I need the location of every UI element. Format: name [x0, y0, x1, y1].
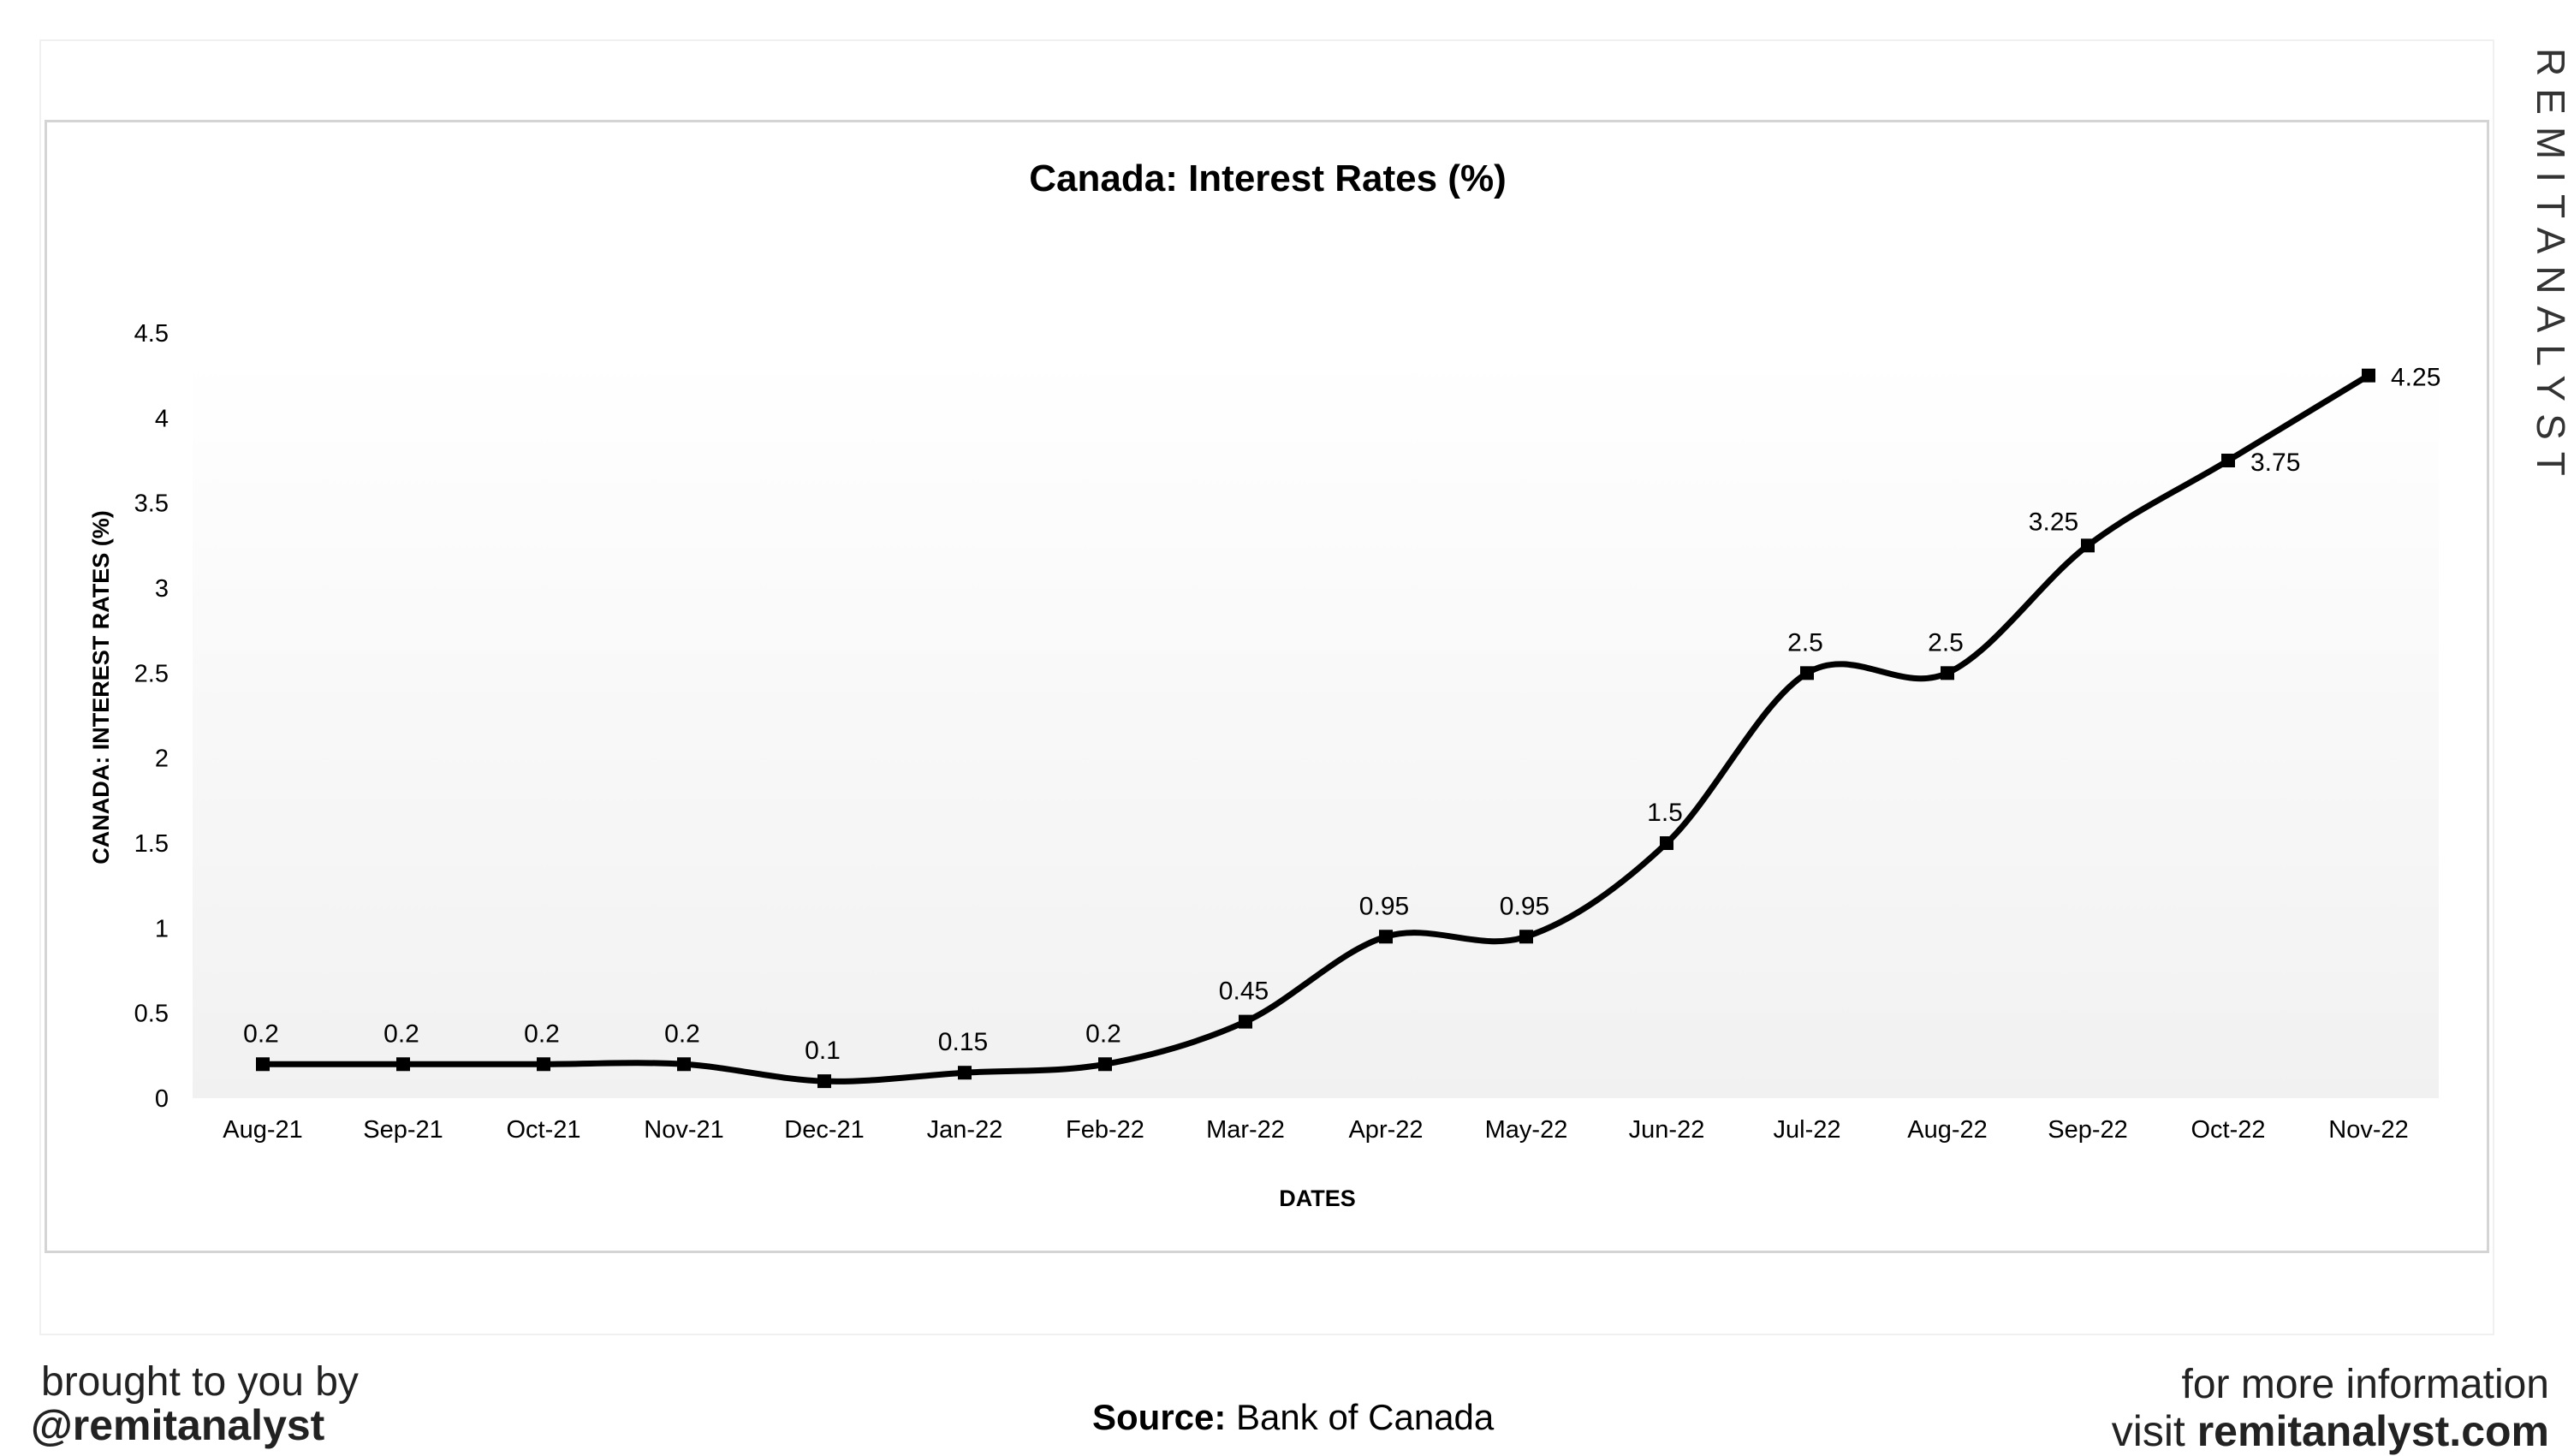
source-value: Bank of Canada [1236, 1397, 1495, 1437]
x-tick-label: May-22 [1485, 1116, 1568, 1144]
x-tick-label: Mar-22 [1206, 1116, 1285, 1144]
data-point [1379, 930, 1393, 944]
x-tick-label: Aug-22 [1907, 1116, 1988, 1144]
line-chart: Canada: Interest Rates (%) CANADA: INTER… [88, 157, 2440, 1211]
chart-frame: Canada: Interest Rates (%) CANADA: INTER… [45, 120, 2489, 1253]
visit-site-text: visit remitanalyst.com [2112, 1406, 2549, 1456]
data-label: 4.25 [2391, 364, 2440, 392]
data-point [256, 1057, 270, 1072]
data-markers [256, 368, 2375, 1089]
x-tick-label: Jan-22 [927, 1116, 1003, 1144]
data-label: 3.25 [2029, 508, 2078, 536]
y-tick-label: 4 [155, 405, 169, 432]
data-point [2221, 454, 2235, 467]
x-tick-label: Nov-21 [644, 1116, 724, 1144]
plot-area [193, 355, 2439, 1098]
y-tick-label: 4.5 [134, 320, 169, 348]
x-tick-label: Feb-22 [1066, 1116, 1144, 1144]
y-tick-label: 3.5 [134, 490, 169, 518]
x-tick-label: Aug-21 [223, 1116, 303, 1144]
x-axis-title: DATES [1279, 1186, 1356, 1211]
x-tick-label: Nov-22 [2328, 1116, 2409, 1144]
series-line [259, 372, 2372, 1085]
brand-wordmark-vertical: REMITANALYST [2529, 48, 2568, 488]
data-label: 0.2 [524, 1019, 560, 1048]
y-axis-title: CANADA: INTEREST RATES (%) [88, 510, 114, 865]
data-label: 0.95 [1359, 892, 1409, 920]
data-label: 0.1 [805, 1037, 841, 1065]
data-point [677, 1057, 691, 1072]
data-label: 3.75 [2250, 449, 2300, 477]
data-label: 0.15 [938, 1028, 988, 1056]
data-point [1941, 666, 1954, 680]
brand-wordmark-text: REMITANALYST [2529, 48, 2568, 488]
data-label: 0.2 [243, 1019, 279, 1048]
data-point [1098, 1057, 1112, 1072]
data-point [2081, 538, 2095, 553]
data-label: 0.2 [1085, 1019, 1121, 1048]
x-tick-label: Oct-21 [506, 1116, 580, 1144]
chart-title: Canada: Interest Rates (%) [1029, 157, 1506, 199]
handle-text[interactable]: @remitanalyst [31, 1401, 325, 1449]
visit-prefix: visit [2111, 1407, 2197, 1455]
y-axis-ticks: 0 0.5 1 1.5 2 2.5 3 3.5 4 4.5 [134, 320, 169, 1113]
outer-frame [39, 39, 2494, 1335]
x-tick-label: Jun-22 [1629, 1116, 1705, 1144]
x-tick-label: Oct-22 [2191, 1116, 2265, 1144]
data-label: 0.45 [1219, 978, 1269, 1006]
y-tick-label: 0.5 [134, 1001, 169, 1028]
y-tick-label: 3 [155, 575, 169, 603]
data-point [1239, 1014, 1252, 1029]
data-point [1660, 836, 1673, 850]
y-tick-label: 2.5 [134, 660, 169, 687]
x-tick-label: Apr-22 [1348, 1116, 1423, 1144]
data-point [396, 1057, 410, 1072]
x-axis-ticks: Aug-21 Sep-21 Oct-21 Nov-21 Dec-21 Jan-22 Feb-… [223, 1116, 2409, 1144]
x-tick-label: Sep-21 [363, 1116, 443, 1144]
data-labels: 0.2 0.2 0.2 0.2 0.1 0.15 0.2 0.45 0.95 0.95 1.5 2.5… [243, 364, 2440, 1065]
data-label: 1.5 [1647, 799, 1683, 827]
x-tick-label: Sep-22 [2048, 1116, 2128, 1144]
y-tick-label: 2 [155, 746, 169, 773]
data-label: 0.2 [383, 1019, 419, 1048]
y-tick-label: 1.5 [134, 830, 169, 858]
data-label: 2.5 [1928, 628, 1964, 657]
x-tick-label: Jul-22 [1774, 1116, 1841, 1144]
data-label: 0.2 [664, 1019, 700, 1048]
site-link[interactable]: remitanalyst.com [2196, 1407, 2549, 1455]
y-tick-label: 0 [155, 1085, 169, 1113]
data-label: 0.95 [1500, 892, 1549, 920]
data-point [537, 1057, 550, 1072]
source-label: Source: [1092, 1397, 1227, 1437]
x-tick-label: Dec-21 [784, 1116, 865, 1144]
data-point [1519, 930, 1533, 944]
source-note: Source: Bank of Canada [1092, 1397, 1494, 1438]
y-tick-label: 1 [155, 915, 169, 942]
data-point [2362, 368, 2375, 383]
data-point [1800, 666, 1814, 680]
data-point [958, 1066, 972, 1080]
data-label: 2.5 [1787, 628, 1823, 657]
brought-by-text: brought to you by [41, 1359, 359, 1405]
data-point [817, 1074, 831, 1089]
more-info-text: for more information [2181, 1362, 2550, 1407]
